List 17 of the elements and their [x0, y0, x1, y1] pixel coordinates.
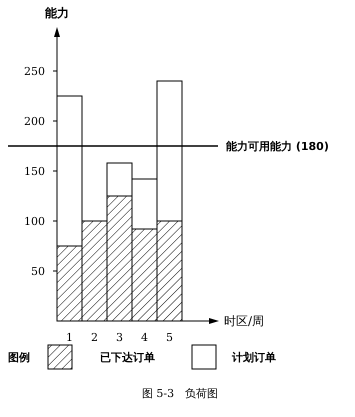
- text: 已下达订单: [100, 350, 155, 364]
- y-tick-label: 250: [24, 64, 45, 78]
- y-tick-label: 150: [24, 164, 45, 178]
- x-tick-label: 3: [116, 331, 123, 344]
- x-tick-label: 4: [141, 331, 148, 344]
- legend-label: 计划订单: [231, 350, 276, 364]
- ref-line-label: 能力可用能力 (180): [226, 140, 329, 153]
- x-tick-label: 5: [166, 331, 173, 344]
- x-axis-title: 时区/周: [224, 314, 264, 328]
- x-tick-label: 1: [66, 331, 73, 344]
- y-tick-label: 100: [24, 214, 45, 228]
- text: 图 5-3 负荷图: [142, 387, 218, 400]
- x-tick-label: 2: [91, 331, 98, 344]
- y-tick-label: 50: [31, 264, 45, 278]
- y-axis-title: 能力: [45, 6, 69, 20]
- y-tick-label: 200: [24, 114, 45, 128]
- legend-title: 图例: [8, 350, 30, 364]
